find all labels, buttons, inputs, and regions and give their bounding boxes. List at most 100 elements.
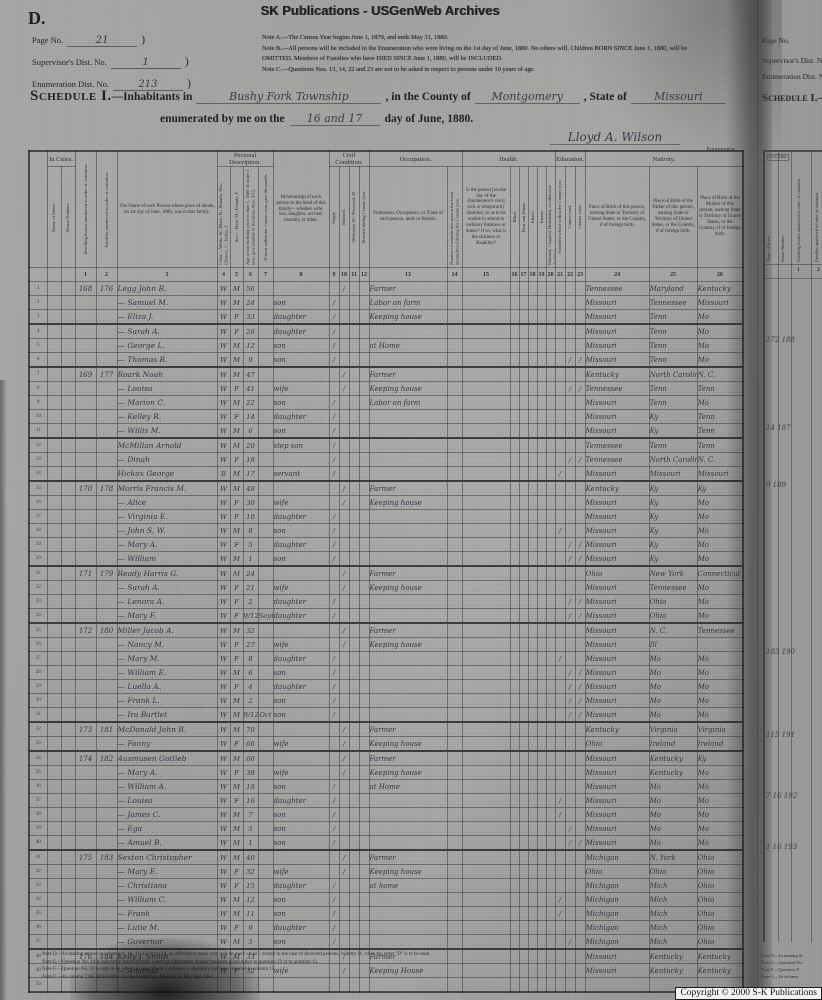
column-number: 19 [536, 267, 547, 282]
cell-a: 32 [242, 622, 259, 638]
cell-f [95, 295, 118, 310]
cell-id [527, 437, 538, 453]
cell-oc: Keeping house [368, 864, 448, 879]
cell-mc [358, 651, 370, 666]
cell-bl [509, 323, 520, 339]
cell-sk: ✓ [461, 622, 511, 638]
cell-un [446, 323, 463, 339]
column-header: Age at last birthday prior to June 1, 18… [242, 166, 259, 268]
cell-c: W [216, 480, 231, 496]
cell-bl [509, 338, 520, 353]
cell-n: 46 [28, 920, 48, 935]
cell-e1 [554, 352, 566, 368]
cell-mm [545, 437, 556, 453]
cell-un [446, 807, 463, 822]
cell-sk: ✓ [461, 381, 511, 396]
cell-bl [509, 409, 520, 424]
cell-mc [358, 878, 370, 893]
cell-m1 [338, 309, 350, 325]
cell-ins [536, 495, 547, 510]
cell-m1 [338, 395, 350, 410]
cell-oc: Farmer [368, 622, 448, 638]
cell-st [46, 395, 62, 410]
cell-e1 [554, 423, 566, 439]
cell-pm: Mo [696, 651, 744, 666]
cell-c: W [216, 693, 231, 708]
cell-st [46, 821, 62, 836]
cell-rl: son [272, 551, 330, 567]
cell-m1 [338, 594, 350, 609]
cell-pf: Tenn [648, 395, 698, 410]
column-header: Single. [328, 166, 340, 268]
cell-pf: Mo [648, 651, 698, 666]
cell-rl: son [272, 338, 330, 353]
side-col-number-2: 2 [817, 267, 820, 273]
cell-ho [60, 480, 76, 496]
cell-c: W [216, 920, 231, 935]
cell-mc [358, 352, 370, 368]
cell-id [527, 721, 538, 737]
cell-ho [60, 551, 76, 567]
cell-n: 14 [28, 466, 48, 482]
cell-a: 24 [242, 295, 259, 310]
cell-m1 [338, 906, 350, 921]
cell-ins [536, 934, 547, 950]
cell-f [95, 338, 118, 353]
cell-ins [536, 537, 547, 552]
side-dwelling-label: Dwelling houses numbered in order of vis… [796, 177, 801, 262]
group-header-row: In Cities. Dwelling houses numbered in or… [28, 150, 744, 268]
cell-nm: — Eliza J. [116, 309, 218, 325]
cell-ins [536, 637, 547, 652]
table-row: 24— Mary F. W F 9/12 Sept daughter / / / Missouri… [28, 608, 744, 624]
cell-e3 [574, 423, 586, 439]
cell-nm: — William A. [116, 779, 218, 794]
cell-c: W [216, 352, 231, 368]
cell-rl: daughter [272, 608, 330, 624]
cell-pb: Michigan [584, 920, 650, 935]
cell-dw [74, 537, 97, 552]
cell-f [95, 637, 118, 652]
cell-a: 6 [242, 423, 259, 439]
cell-rl: daughter [272, 537, 330, 552]
side-col-number-1: 1 [797, 267, 800, 273]
census-table: In Cities. Dwelling houses numbered in or… [28, 150, 745, 993]
cell-pm: Mo [696, 338, 744, 353]
cell-id [527, 537, 538, 552]
cell-s: M [229, 934, 244, 950]
cell-s: F [229, 679, 244, 694]
cell-dd [518, 622, 529, 638]
cell-c: W [216, 721, 231, 737]
cell-dw [74, 437, 97, 453]
cell-dw [74, 821, 97, 836]
cell-e2 [564, 750, 576, 766]
column-number: 18 [527, 267, 538, 282]
column-header: Place of Birth of the Mother of this per… [696, 166, 744, 268]
cell-s: M [229, 295, 244, 310]
cell-f [95, 537, 118, 552]
cell-un [446, 835, 463, 851]
cell-e1 [554, 849, 566, 865]
cell-oc [368, 437, 448, 453]
cell-n: 43 [28, 878, 48, 893]
cell-s: F [229, 323, 244, 339]
supervisor-line: Supervisor's Dist. No. 1 ) [32, 54, 262, 69]
page-no-label: Page No. [32, 35, 64, 45]
cell-un [446, 793, 463, 808]
cell-pb: Missouri [584, 309, 650, 325]
cell-m1: / [338, 366, 350, 382]
cell-bl [509, 750, 520, 766]
column-header: Deaf and Dumb. [518, 166, 529, 268]
cell-ho [60, 281, 76, 296]
cell-e3 [574, 750, 586, 766]
cell-mc [358, 480, 370, 496]
cell-c: W [216, 309, 231, 325]
cell-s1: / [328, 608, 340, 624]
cell-c: W [216, 323, 231, 339]
column-number: 1 [74, 267, 97, 282]
cell-sk [461, 835, 511, 851]
cell-ins [536, 906, 547, 921]
cell-dd [518, 765, 529, 780]
cell-e2: / [564, 551, 576, 567]
cell-dw [74, 906, 97, 921]
cell-ho [60, 622, 76, 638]
